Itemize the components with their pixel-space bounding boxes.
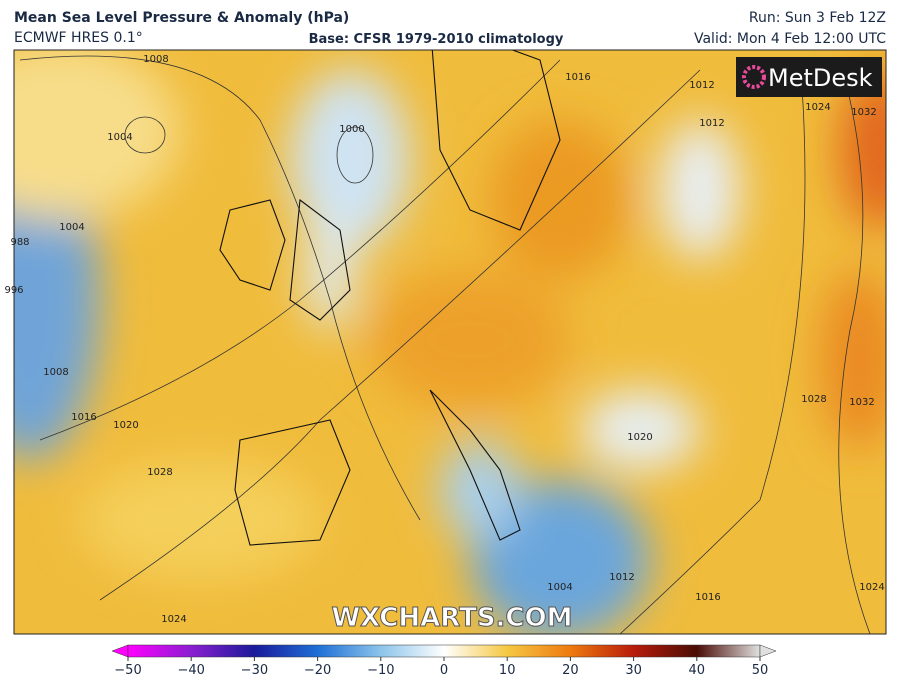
- contour-label: 1028: [147, 467, 172, 478]
- watermark: WXCHARTS.COM: [331, 603, 572, 633]
- colorbar-tick-label: −10: [367, 663, 394, 678]
- contour-label: 1032: [849, 397, 874, 408]
- colorbar-tick-label: 0: [440, 663, 448, 678]
- contour-label: 1000: [339, 124, 364, 135]
- contour-label: 1008: [43, 367, 68, 378]
- contour-label: 1012: [609, 572, 634, 583]
- title: Mean Sea Level Pressure & Anomaly (hPa): [14, 10, 349, 26]
- logo: MetDesk: [768, 64, 873, 92]
- colorbar-tick-label: −30: [241, 663, 268, 678]
- colorbar-tick-label: −40: [177, 663, 204, 678]
- colorbar: −50 −40 −30 −20 −10 0 10 20 30 40 50: [111, 644, 777, 678]
- colorbar-tick-label: 10: [499, 663, 516, 678]
- colorbar-tick-label: −20: [304, 663, 331, 678]
- contour-label: 1004: [107, 132, 132, 143]
- model: ECMWF HRES 0.1°: [14, 30, 143, 46]
- valid: Valid: Mon 4 Feb 12:00 UTC: [694, 31, 886, 47]
- contour-label: 1012: [689, 80, 714, 91]
- contour-label: 1020: [113, 420, 138, 431]
- contour-label: 988: [10, 237, 29, 248]
- colorbar-tick-label: 30: [625, 663, 642, 678]
- contour-label: 996: [4, 285, 23, 296]
- contour-label: 1016: [565, 72, 590, 83]
- colorbar-tick-label: 20: [562, 663, 579, 678]
- contour-labels: 1008 1004 1000 1004 988 996 1008 1016 1020 1028 10…: [4, 54, 884, 625]
- contour-label: 1024: [161, 614, 186, 625]
- contour-label: 1024: [805, 102, 830, 113]
- contour-label: 1016: [695, 592, 720, 603]
- contour-label: 1020: [627, 432, 652, 443]
- base: Base: CFSR 1979-2010 climatology: [309, 32, 564, 47]
- contour-label: 1016: [71, 412, 96, 423]
- contour-label: 1012: [699, 118, 724, 129]
- colorbar-tick-label: 40: [689, 663, 706, 678]
- contour-label: 1028: [801, 394, 826, 405]
- run: Run: Sun 3 Feb 12Z: [749, 10, 886, 26]
- map: [14, 50, 886, 634]
- map-frame: [13, 49, 887, 635]
- logo-icon: [742, 65, 766, 89]
- contour-label: 1004: [547, 582, 572, 593]
- contour-label: 1008: [143, 54, 168, 65]
- logo-box: [736, 57, 882, 97]
- contour-label: 1004: [59, 222, 84, 233]
- colorbar-tick-label: 50: [752, 663, 769, 678]
- contour-label: 1032: [851, 107, 876, 118]
- contour-label: 1024: [859, 582, 884, 593]
- colorbar-tick-label: −50: [114, 663, 141, 678]
